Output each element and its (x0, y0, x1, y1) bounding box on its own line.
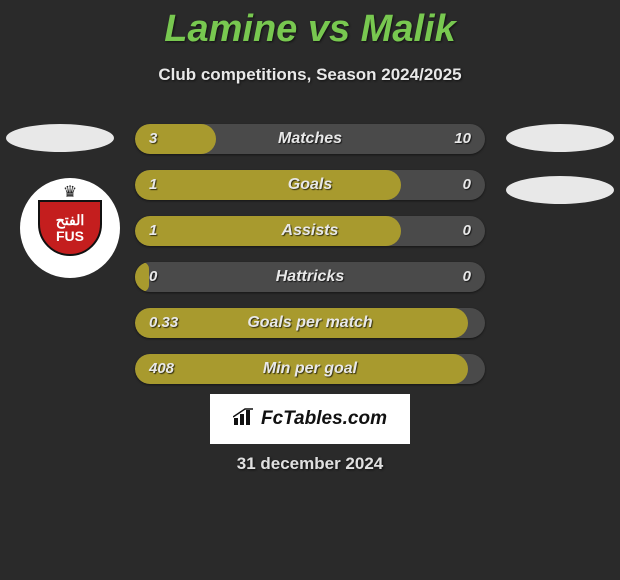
player-left-placeholder (6, 124, 114, 152)
badge-arabic: الفتح (56, 213, 85, 227)
subtitle: Club competitions, Season 2024/2025 (0, 65, 620, 85)
footer-brand: FcTables.com (210, 394, 410, 444)
bar-goals: 1 Goals 0 (135, 170, 485, 200)
bar-min-per-goal: 408 Min per goal (135, 354, 485, 384)
club-right-placeholder (506, 176, 614, 204)
bar-right-value: 10 (454, 124, 471, 154)
bar-assists: 1 Assists 0 (135, 216, 485, 246)
chart-icon (233, 408, 255, 431)
bar-hattricks: 0 Hattricks 0 (135, 262, 485, 292)
player-right-placeholder (506, 124, 614, 152)
bar-goals-per-match: 0.33 Goals per match (135, 308, 485, 338)
bar-label: Hattricks (135, 262, 485, 292)
bar-label: Goals (135, 170, 485, 200)
badge-latin: FUS (56, 229, 84, 243)
bar-label: Assists (135, 216, 485, 246)
club-badge-left: ♛ الفتح FUS (20, 178, 120, 278)
bar-right-value: 0 (463, 216, 471, 246)
bar-matches: 3 Matches 10 (135, 124, 485, 154)
page-title: Lamine vs Malik (0, 0, 620, 51)
stats-bars: 3 Matches 10 1 Goals 0 1 Assists 0 0 Hat… (135, 124, 485, 400)
bar-label: Matches (135, 124, 485, 154)
date: 31 december 2024 (0, 454, 620, 474)
shield-icon: الفتح FUS (38, 200, 102, 256)
footer-brand-text: FcTables.com (261, 408, 387, 430)
bar-right-value: 0 (463, 262, 471, 292)
bar-label: Min per goal (135, 354, 485, 384)
bar-label: Goals per match (135, 308, 485, 338)
bar-right-value: 0 (463, 170, 471, 200)
crown-icon: ♛ (63, 182, 77, 202)
